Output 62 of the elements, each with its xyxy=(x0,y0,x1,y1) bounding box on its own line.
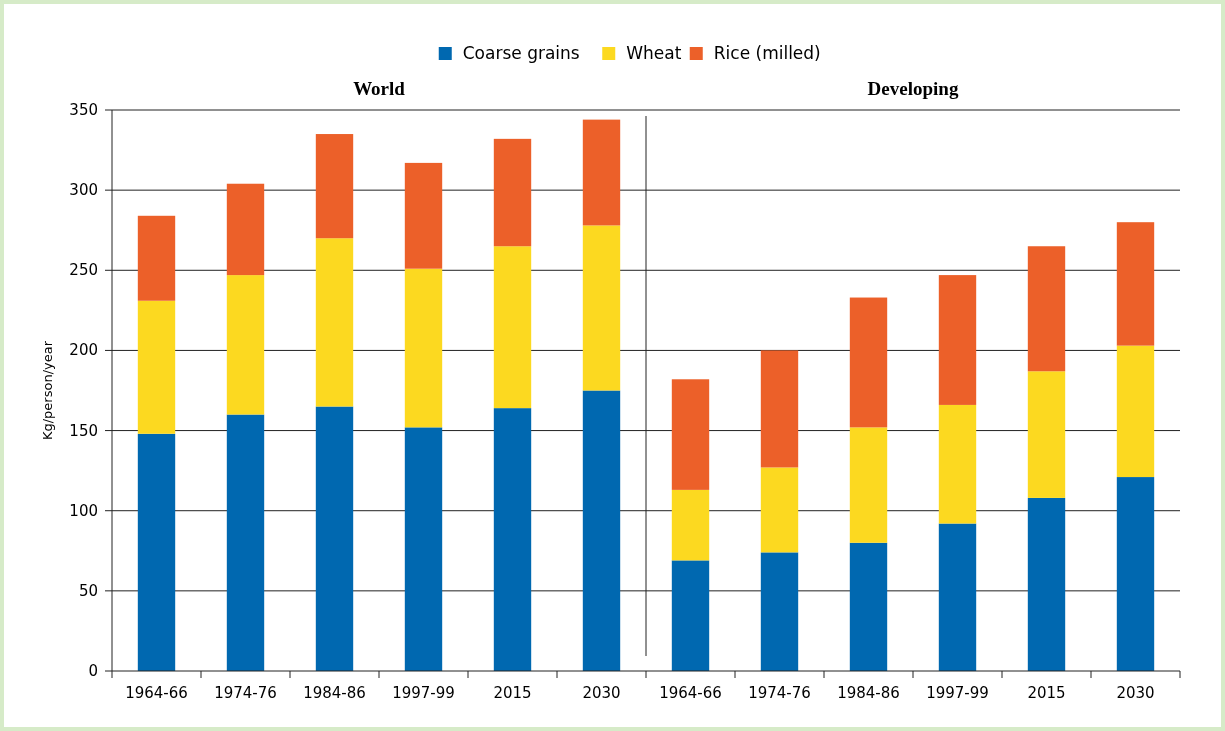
y-tick-label: 250 xyxy=(69,261,98,280)
bar xyxy=(493,138,532,247)
y-axis-title: Kg/person/year xyxy=(40,340,55,441)
bar xyxy=(315,238,354,407)
y-tick-label: 350 xyxy=(69,101,98,119)
bar xyxy=(315,134,354,239)
x-tick-label: 1974-76 xyxy=(214,684,277,702)
bar xyxy=(404,162,443,269)
bar xyxy=(849,297,888,428)
bar xyxy=(671,489,710,561)
bar xyxy=(760,552,799,671)
bar xyxy=(137,433,176,671)
y-tick-label: 0 xyxy=(88,662,98,680)
bar xyxy=(849,427,888,543)
bar xyxy=(849,542,888,671)
x-tick-label: 1997-99 xyxy=(392,684,455,702)
legend-label: Coarse grains xyxy=(462,43,580,63)
x-tick-label: 2030 xyxy=(1116,684,1155,702)
y-tick-label: 200 xyxy=(69,341,98,360)
bar xyxy=(226,183,265,276)
chart-title: Developing xyxy=(867,78,959,99)
bar xyxy=(493,408,532,671)
bar xyxy=(582,119,621,226)
bar xyxy=(760,467,799,553)
x-tick-label: 1984-86 xyxy=(303,684,366,702)
bar xyxy=(404,427,443,671)
bar xyxy=(938,275,977,405)
x-tick-label: 2015 xyxy=(1027,684,1066,702)
bar xyxy=(1027,246,1066,372)
bar xyxy=(1116,345,1155,478)
x-tick-label: 1964-66 xyxy=(659,684,722,702)
y-tick-label: 100 xyxy=(69,501,98,520)
bar xyxy=(315,406,354,671)
y-tick-label: 300 xyxy=(69,181,98,200)
legend-label: Rice (milled) xyxy=(713,43,821,63)
bar xyxy=(760,350,799,468)
bar xyxy=(938,523,977,671)
bar xyxy=(137,215,176,301)
bar xyxy=(582,225,621,391)
bar xyxy=(1027,497,1066,671)
x-tick-label: 1974-76 xyxy=(748,684,811,702)
bar xyxy=(671,379,710,490)
bar xyxy=(493,246,532,409)
y-tick-label: 50 xyxy=(78,581,98,600)
legend-label: Wheat xyxy=(626,43,682,63)
x-tick-label: 1997-99 xyxy=(926,684,989,702)
bar xyxy=(1116,477,1155,671)
bar xyxy=(226,414,265,671)
y-tick-label: 150 xyxy=(69,421,98,440)
x-tick-label: 2015 xyxy=(493,684,532,702)
bar xyxy=(582,390,621,671)
bar xyxy=(137,300,176,434)
x-tick-label: 2030 xyxy=(582,684,621,702)
bar xyxy=(226,275,265,415)
x-tick-label: 1964-66 xyxy=(125,684,188,702)
chart-title: World xyxy=(353,78,406,99)
x-tick-label: 1984-86 xyxy=(837,684,900,702)
bar xyxy=(671,560,710,671)
bar xyxy=(1027,371,1066,498)
bar xyxy=(938,404,977,524)
bar xyxy=(1116,222,1155,346)
bar xyxy=(404,268,443,428)
